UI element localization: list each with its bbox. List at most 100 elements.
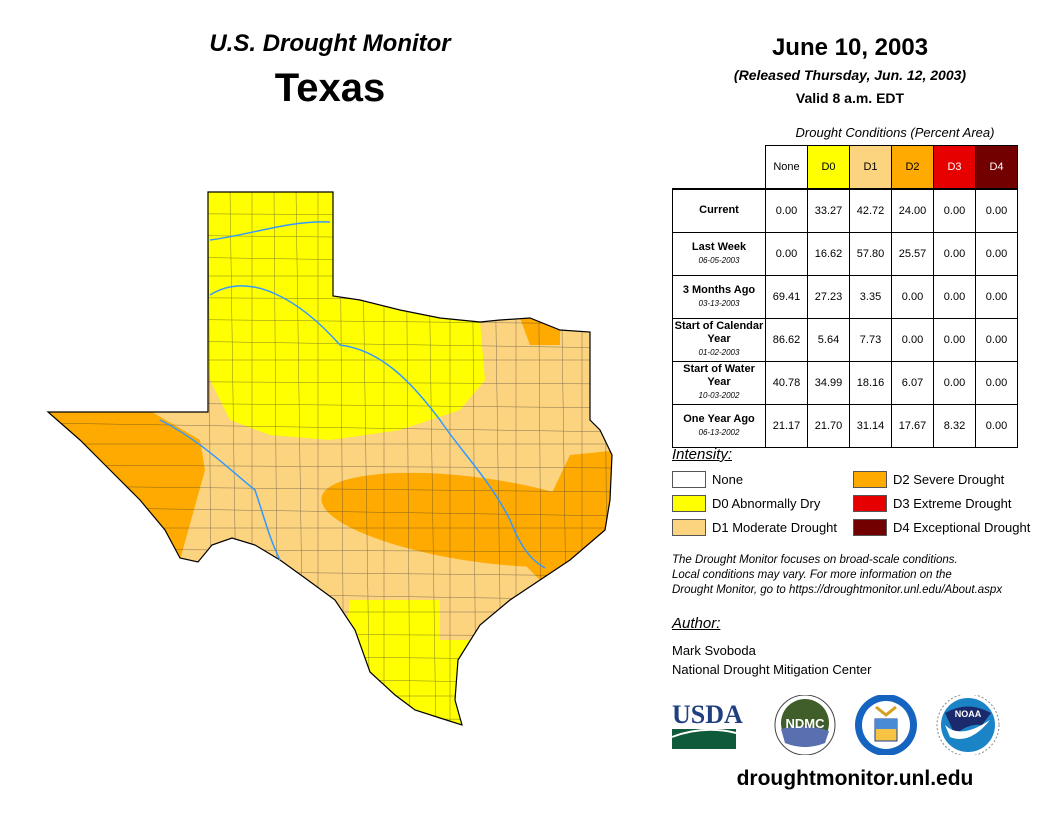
value-cell: 18.16 (849, 360, 892, 405)
row-date: 03-13-2003 (698, 298, 740, 308)
row-label-text: 3 Months Ago (682, 283, 756, 296)
row-label-text: One Year Ago (683, 412, 755, 425)
value-cell: 16.62 (807, 231, 850, 276)
legend-item: D4 Exceptional Drought (853, 519, 1030, 536)
value-cell: 86.62 (765, 317, 808, 362)
blank-cell (673, 146, 766, 189)
value-cell: 8.32 (933, 403, 976, 448)
value-cell: 0.00 (975, 403, 1018, 448)
column-header: None (765, 145, 808, 189)
value-cell: 0.00 (933, 317, 976, 362)
row-label-text: Start of Calendar Year (674, 320, 764, 345)
value-cell: 0.00 (933, 187, 976, 233)
table-row: Start of Calendar Year 01-02-2003 86.62 5.6… (672, 317, 1018, 362)
value-cell: 0.00 (975, 360, 1018, 405)
row-label: One Year Ago 06-13-2002 (672, 403, 766, 448)
legend-item: None (672, 471, 743, 488)
author-info: Mark Svoboda National Drought Mitigation… (672, 641, 871, 679)
row-date: 06-05-2003 (698, 255, 740, 265)
legend-swatch (853, 495, 887, 512)
value-cell: 31.14 (849, 403, 892, 448)
value-cell: 3.35 (849, 274, 892, 319)
value-cell: 42.72 (849, 187, 892, 233)
value-cell: 33.27 (807, 187, 850, 233)
legend-label: D1 Moderate Drought (712, 520, 838, 535)
legend-swatch (672, 519, 706, 536)
valid-time: Valid 8 a.m. EDT (795, 90, 905, 106)
map-title: U.S. Drought Monitor (209, 30, 451, 57)
value-cell: 21.70 (807, 403, 850, 448)
svg-text:NDMC: NDMC (786, 716, 826, 731)
ndmc-logo: NDMC (774, 695, 836, 755)
svg-text:USDA: USDA (672, 700, 743, 729)
value-cell: 0.00 (975, 231, 1018, 276)
value-cell: 40.78 (765, 360, 808, 405)
row-label: Start of Calendar Year 01-02-2003 (672, 317, 766, 362)
row-label: Start of Water Year 10-03-2002 (672, 360, 766, 405)
column-header: D2 (891, 145, 934, 189)
column-header: D3 (933, 145, 976, 189)
value-cell: 57.80 (849, 231, 892, 276)
row-date: 06-13-2002 (698, 427, 740, 437)
legend-item: D2 Severe Drought (853, 471, 1004, 488)
note-line: Drought Monitor, go to https://droughtmo… (672, 584, 1003, 596)
value-cell: 7.73 (849, 317, 892, 362)
author-title: Author: (672, 615, 721, 632)
table-row: 3 Months Ago 03-13-2003 69.41 27.23 3.35 0.00… (672, 274, 1018, 319)
legend-item: D0 Abnormally Dry (672, 495, 820, 512)
table-row: Start of Water Year 10-03-2002 40.78 34.99 1… (672, 360, 1018, 405)
legend-item: D3 Extreme Drought (853, 495, 1012, 512)
row-label-text: Current (699, 204, 739, 216)
value-cell: 0.00 (975, 317, 1018, 362)
author-name: Mark Svoboda (672, 643, 756, 658)
row-date: 01-02-2003 (698, 348, 740, 357)
table-row: Current 0.00 33.27 42.72 24.00 0.00 0.00 (672, 187, 1018, 233)
legend-title: Intensity: (672, 446, 733, 463)
legend-label: None (712, 472, 744, 487)
legend-swatch (853, 471, 887, 488)
legend-label: D2 Severe Drought (893, 472, 1005, 487)
table-row: One Year Ago 06-13-2002 21.17 21.70 31.14 17.… (672, 403, 1018, 448)
value-cell: 5.64 (807, 317, 850, 362)
commerce-seal-logo (855, 695, 917, 755)
d0-north-area (200, 192, 485, 440)
column-header: D4 (975, 145, 1018, 189)
row-label-text: Last Week (691, 240, 747, 253)
value-cell: 0.00 (933, 360, 976, 405)
note-line: The Drought Monitor focuses on broad-sca… (672, 554, 958, 566)
value-cell: 0.00 (933, 231, 976, 276)
value-cell: 6.07 (891, 360, 934, 405)
value-cell: 0.00 (975, 187, 1018, 233)
texas-drought-map (47, 191, 613, 726)
disclaimer-note: The Drought Monitor focuses on broad-sca… (672, 553, 1052, 598)
row-date: 10-03-2002 (698, 391, 740, 400)
row-label: Current (672, 187, 766, 233)
website-url[interactable]: droughtmonitor.unl.edu (736, 767, 974, 790)
note-line: Local conditions may vary. For more info… (672, 569, 952, 581)
value-cell: 24.00 (891, 187, 934, 233)
value-cell: 0.00 (891, 274, 934, 319)
table-row: Last Week 06-05-2003 0.00 16.62 57.80 25.57 0.… (672, 231, 1018, 276)
drought-conditions-table: None D0 D1 D2 D3 D4 Current 0.00 33.27 42.72 24.00… (672, 145, 1018, 448)
value-cell: 21.17 (765, 403, 808, 448)
author-org: National Drought Mitigation Center (672, 662, 872, 677)
column-header: D1 (849, 145, 892, 189)
row-label: 3 Months Ago 03-13-2003 (672, 274, 766, 319)
value-cell: 0.00 (765, 187, 808, 233)
svg-text:NOAA: NOAA (955, 709, 982, 719)
legend-swatch (853, 519, 887, 536)
legend-swatch (672, 471, 706, 488)
noaa-logo: NOAA (936, 695, 1000, 755)
row-label-text: Start of Water Year (683, 363, 755, 388)
value-cell: 34.99 (807, 360, 850, 405)
column-header: D0 (807, 145, 850, 189)
row-label: Last Week 06-05-2003 (672, 231, 766, 276)
region-title: Texas (274, 66, 386, 110)
legend-label: D0 Abnormally Dry (712, 496, 821, 511)
agency-logos: USDA NDMC NOAA (671, 695, 1000, 755)
legend-label: D3 Extreme Drought (893, 496, 1012, 511)
value-cell: 0.00 (891, 317, 934, 362)
legend-swatch (672, 495, 706, 512)
value-cell: 0.00 (975, 274, 1018, 319)
